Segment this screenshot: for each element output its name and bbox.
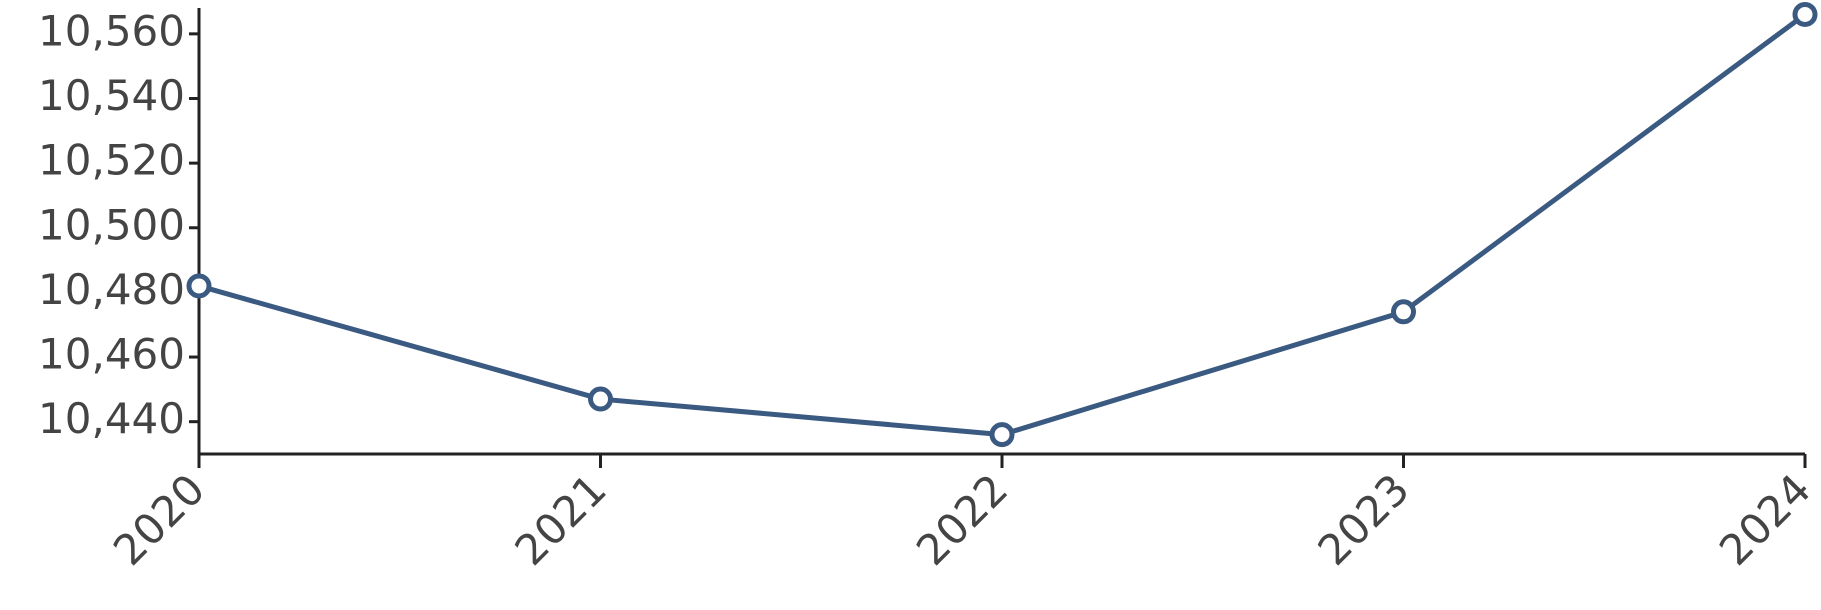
y-tick-label: 10,480	[38, 265, 185, 314]
y-tick-label: 10,440	[38, 394, 185, 443]
x-tick-label: 2023	[1308, 465, 1418, 575]
y-tick-label: 10,520	[38, 136, 185, 185]
y-axis-ticks: 10,440 10,460 10,480 10,500 10,520 10,540 10,5…	[38, 6, 199, 443]
x-tick-label: 2021	[505, 465, 615, 575]
data-point-marker	[186, 273, 212, 299]
x-tick-label: 2020	[104, 465, 214, 575]
data-point-marker	[989, 422, 1015, 448]
series-line	[196, 11, 1808, 438]
data-point-marker	[1391, 299, 1416, 325]
y-tick-label: 10,500	[38, 200, 185, 249]
data-point-marker	[1792, 1, 1818, 27]
y-tick-label: 10,540	[38, 71, 185, 120]
x-axis-ticks: 2020 2021 2022 2023 2024	[104, 454, 1820, 575]
series-layer	[186, 1, 1818, 448]
data-point-marker	[588, 386, 613, 412]
y-tick-label: 10,560	[38, 6, 185, 55]
x-tick-label: 2022	[907, 465, 1017, 575]
x-tick-label: 2024	[1710, 465, 1820, 575]
y-tick-label: 10,460	[38, 330, 185, 379]
